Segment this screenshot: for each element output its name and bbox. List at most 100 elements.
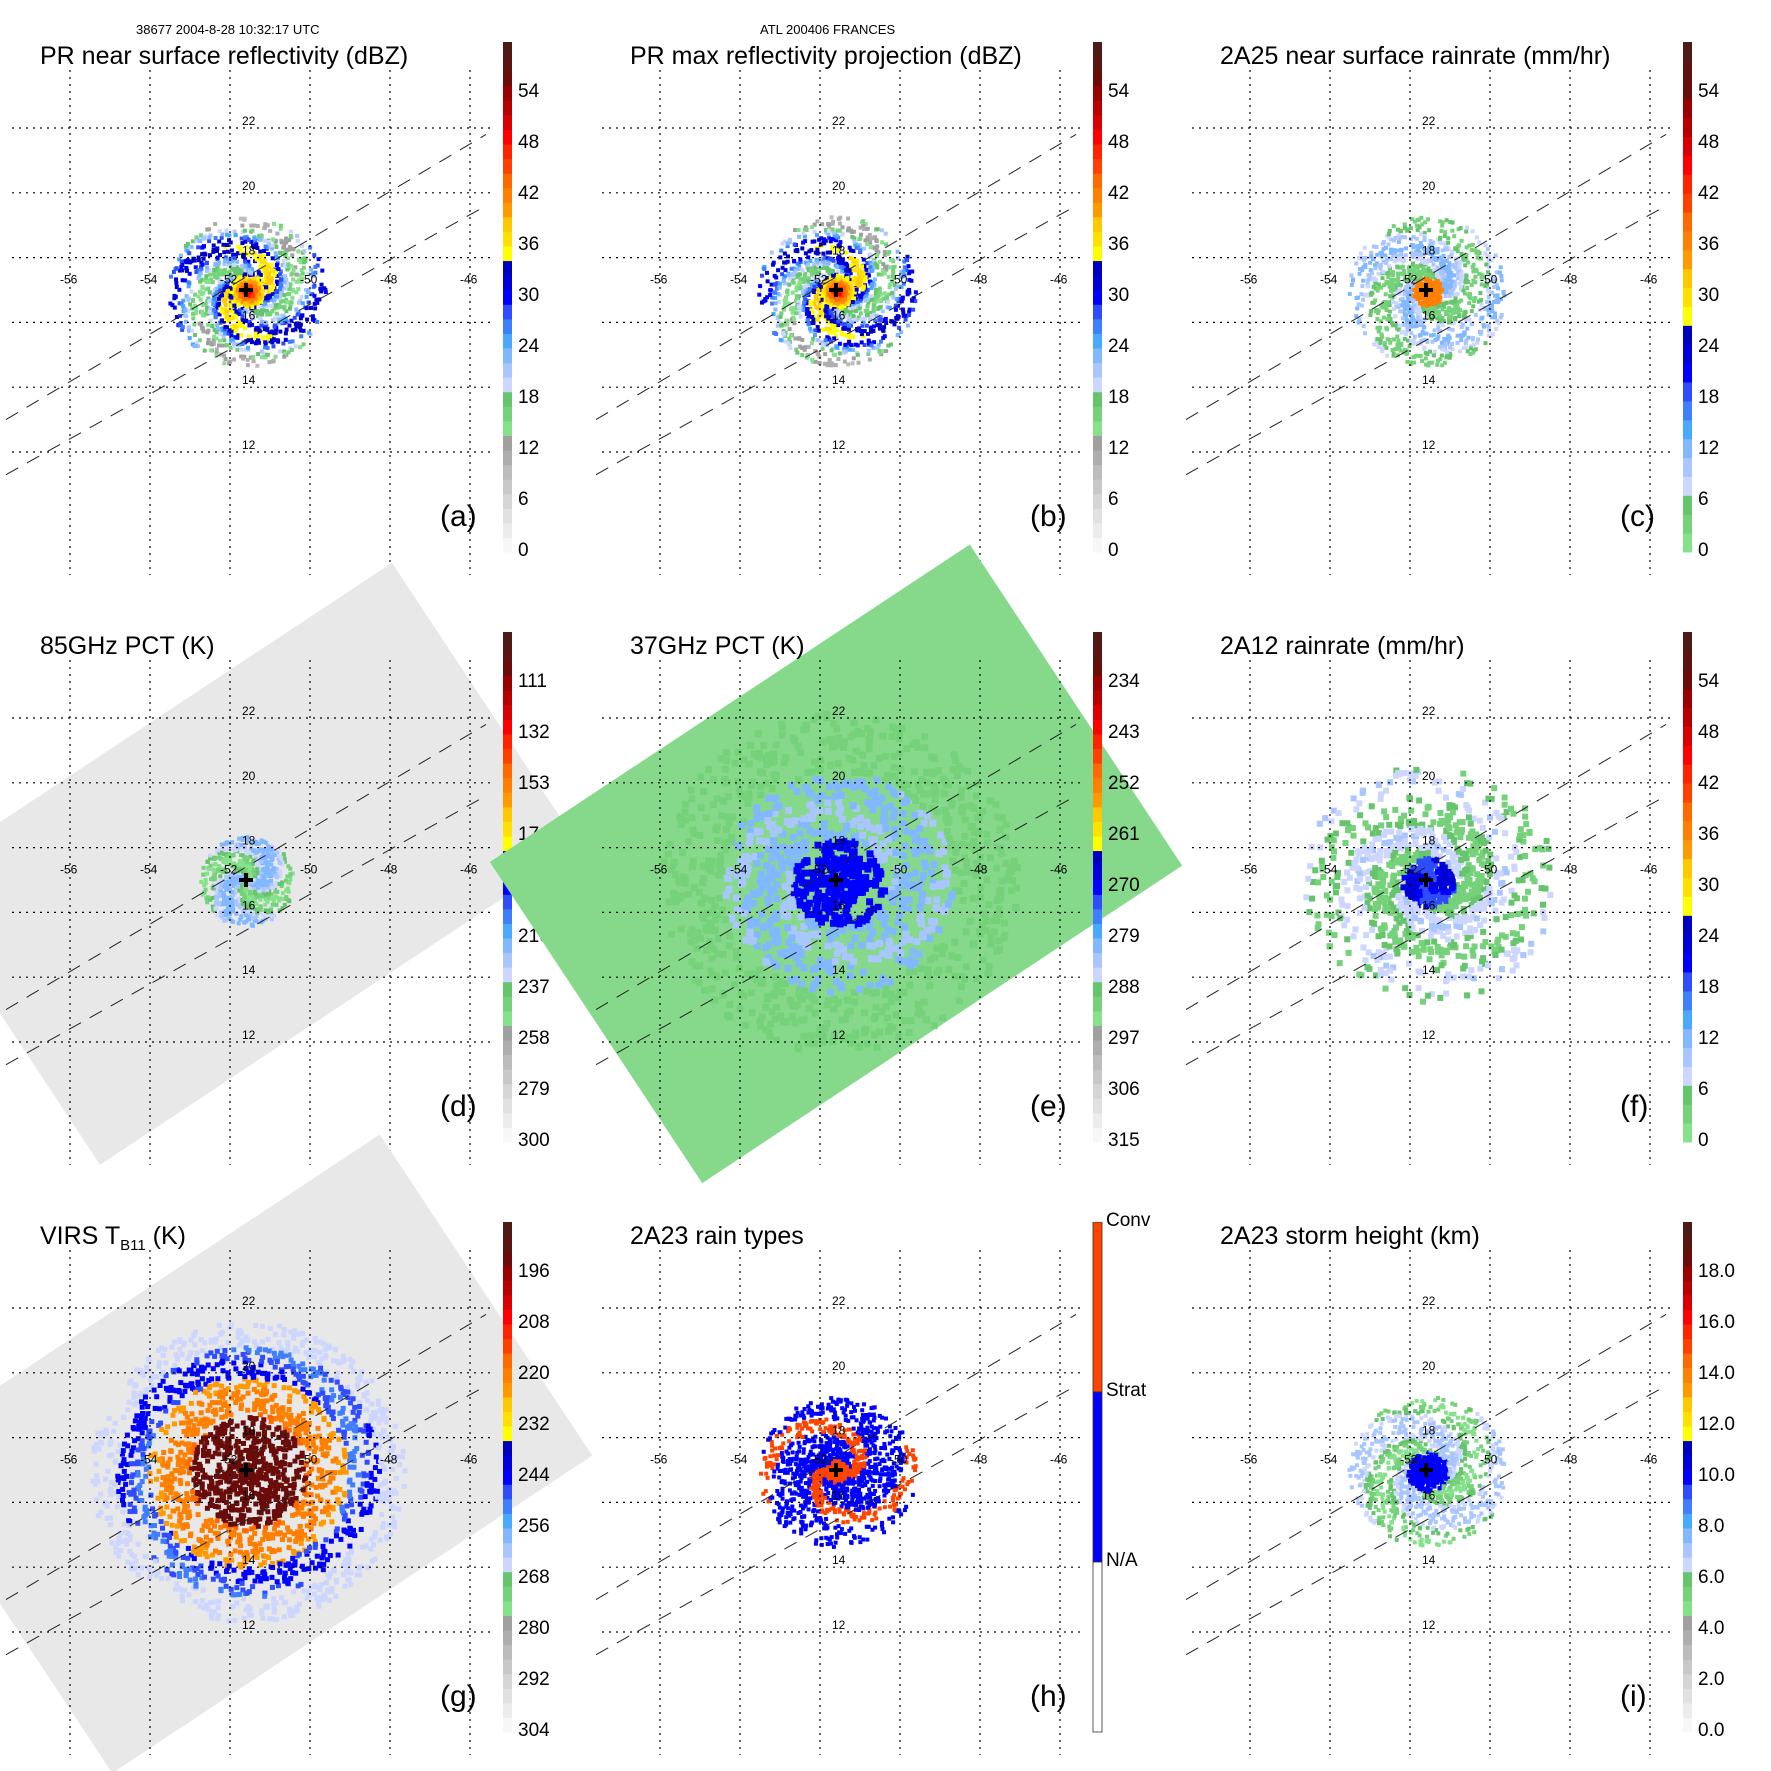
colorbar-segment: [1093, 129, 1102, 145]
field-cell: [257, 254, 262, 259]
field-cell: [270, 246, 274, 251]
field-cell: [216, 880, 221, 885]
field-cell: [1386, 270, 1391, 275]
field-cell: [1453, 303, 1458, 308]
field-cell: [867, 232, 872, 237]
field-cell: [1447, 261, 1452, 266]
field-cell: [1415, 248, 1420, 253]
field-cell: [1444, 350, 1449, 355]
field-cell: [803, 260, 808, 265]
field-cell: [1435, 279, 1440, 284]
field-cell: [1357, 256, 1361, 260]
field-cell: [1409, 320, 1414, 325]
field-cell: [260, 291, 265, 296]
field-cell: [822, 287, 827, 292]
field-cell: [794, 347, 799, 352]
field-cell: [307, 330, 311, 335]
colorbar-segment: [1683, 438, 1692, 459]
field-cell: [272, 306, 277, 311]
field-cell: [1397, 346, 1402, 351]
field-cell: [242, 217, 247, 222]
field-cell: [271, 299, 276, 304]
field-cell: [781, 331, 785, 335]
field-cell: [884, 267, 889, 272]
field-cell: [866, 348, 871, 353]
field-cell: [857, 306, 862, 311]
field-cell: [816, 338, 821, 342]
field-cell: [821, 292, 826, 297]
colorbar-label: 30: [518, 285, 540, 306]
field-cell: [835, 345, 840, 350]
field-cell: [252, 251, 257, 256]
field-cell: [1483, 341, 1488, 346]
field-cell: [894, 297, 899, 302]
field-cell: [263, 895, 268, 899]
field-cell: [773, 282, 778, 287]
field-cell: [891, 270, 896, 275]
lat-tick-label: 16: [242, 308, 256, 322]
field-cell: [232, 274, 237, 279]
field-cell: [1452, 279, 1457, 284]
field-cell: [281, 341, 286, 346]
field-cell: [275, 273, 280, 278]
field-cell: [212, 327, 217, 332]
field-cell: [1450, 220, 1455, 225]
field-cell: [815, 317, 820, 322]
pr-swath-edge: [1185, 134, 1667, 421]
field-cell: [830, 323, 835, 328]
field-cell: [221, 289, 226, 294]
field-cell: [185, 268, 189, 273]
field-cell: [822, 237, 827, 242]
field-cell: [1419, 295, 1423, 300]
field-cell: [295, 238, 300, 243]
field-cell: [269, 907, 274, 912]
colorbar-label: 18: [1698, 387, 1720, 408]
field-cell: [1448, 220, 1453, 225]
field-cell: [789, 266, 794, 271]
field-cell: [246, 900, 251, 905]
field-cell: [240, 223, 245, 228]
field-cell: [245, 302, 250, 307]
colorbar-segment: [503, 435, 512, 451]
field-cell: [859, 332, 864, 337]
field-cell: [241, 356, 245, 361]
field-cell: [228, 286, 233, 291]
field-cell: [262, 301, 266, 306]
field-cell: [228, 256, 233, 261]
field-cell: [1422, 230, 1427, 235]
field-cell: [884, 242, 889, 247]
field-cell: [215, 323, 220, 328]
field-cell: [817, 301, 822, 306]
field-cell: [865, 308, 870, 313]
field-cell: [1447, 335, 1452, 340]
field-cell: [253, 296, 258, 301]
field-cell: [820, 346, 825, 351]
field-cell: [1374, 277, 1379, 282]
field-cell: [312, 283, 317, 288]
field-cell: [279, 291, 284, 296]
colorbar-segment: [1683, 533, 1692, 553]
field-cell: [287, 300, 291, 305]
field-cell: [238, 917, 243, 922]
field-cell: [835, 273, 840, 278]
field-cell: [213, 894, 218, 899]
field-cell: [254, 326, 259, 331]
field-cell: [248, 291, 253, 296]
field-cell: [1466, 317, 1471, 322]
field-cell: [765, 270, 769, 275]
field-cell: [1387, 264, 1392, 269]
field-cell: [1390, 348, 1395, 352]
field-cell: [222, 250, 227, 255]
field-cell: [806, 279, 811, 284]
field-cell: [297, 273, 302, 278]
field-cell: [204, 269, 209, 274]
field-cell: [256, 314, 260, 319]
field-cell: [1493, 278, 1498, 283]
field-cell: [859, 232, 863, 237]
field-cell: [1459, 325, 1464, 330]
field-cell: [1473, 280, 1478, 285]
field-cell: [899, 299, 904, 304]
field-cell: [282, 321, 287, 325]
field-cell: [1459, 298, 1464, 303]
field-cell: [847, 323, 851, 328]
